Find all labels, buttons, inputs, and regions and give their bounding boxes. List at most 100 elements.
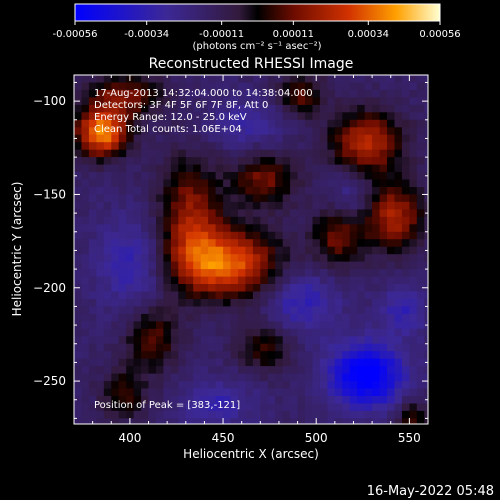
heatmap-cell <box>208 396 217 405</box>
heatmap-cell <box>432 351 440 359</box>
heatmap-cell <box>349 284 358 293</box>
heatmap-cell <box>416 157 425 166</box>
heatmap-cell <box>409 246 418 255</box>
heatmap-cell <box>372 127 381 136</box>
heatmap-cell <box>96 179 105 188</box>
heatmap-cell <box>178 231 187 240</box>
heatmap-cell <box>141 104 150 113</box>
heatmap-cell <box>372 164 381 173</box>
heatmap-cell <box>342 149 351 158</box>
heatmap-cell <box>178 239 187 248</box>
heatmap-cell <box>394 343 403 352</box>
heatmap-cell <box>334 231 343 240</box>
heatmap-cell <box>267 388 276 397</box>
heatmap-cell <box>238 284 247 293</box>
heatmap-cell <box>215 246 224 255</box>
heatmap-cell <box>74 246 83 255</box>
heatmap-cell <box>372 224 381 233</box>
heatmap-cell <box>81 313 90 322</box>
heatmap-cell <box>230 201 239 210</box>
heatmap-cell <box>96 209 105 218</box>
heatmap-cell <box>141 82 150 91</box>
heatmap-cell <box>372 336 381 345</box>
heatmap-cell <box>357 276 366 285</box>
heatmap-cell <box>275 97 284 106</box>
heatmap-cell <box>245 104 254 113</box>
heatmap-cell <box>401 97 410 106</box>
heatmap-cell <box>327 179 336 188</box>
heatmap-cell <box>260 149 269 158</box>
heatmap-cell <box>163 254 172 263</box>
heatmap-cell <box>118 75 127 84</box>
heatmap-cell <box>290 351 299 360</box>
heatmap-cell <box>401 276 410 285</box>
heatmap-cell <box>342 89 351 98</box>
heatmap-cell <box>141 149 150 158</box>
heatmap-cell <box>133 343 142 352</box>
heatmap-cell <box>409 127 418 136</box>
heatmap-cell <box>118 403 127 412</box>
heatmap-cell <box>379 291 388 300</box>
heatmap-cell <box>297 224 306 233</box>
heatmap-cell <box>357 358 366 367</box>
heatmap-cell <box>275 343 284 352</box>
heatmap-cell <box>267 276 276 285</box>
heatmap-cell <box>126 410 135 419</box>
heatmap-cell <box>208 388 217 397</box>
heatmap-cell <box>163 75 172 84</box>
heatmap-cell <box>111 179 120 188</box>
heatmap-cell <box>282 179 291 188</box>
heatmap-cell <box>133 403 142 412</box>
heatmap-cell <box>252 381 261 390</box>
heatmap-cell <box>230 388 239 397</box>
heatmap-cell <box>424 426 432 434</box>
heatmap-cell <box>148 127 157 136</box>
heatmap-cell <box>141 187 150 196</box>
heatmap-cell <box>424 179 428 188</box>
heatmap-cell <box>156 396 165 405</box>
heatmap-cell <box>185 209 194 218</box>
heatmap-cell <box>267 328 276 337</box>
heatmap-cell <box>126 119 135 128</box>
heatmap-cell <box>170 276 179 285</box>
heatmap-cell <box>334 104 343 113</box>
heatmap-cell <box>103 381 112 390</box>
heatmap-cell <box>305 366 314 375</box>
heatmap-cell <box>215 187 224 196</box>
heatmap-cell <box>193 336 202 345</box>
heatmap-cell <box>260 172 269 181</box>
heatmap-cell <box>111 336 120 345</box>
heatmap-cell <box>74 321 83 330</box>
heatmap-cell <box>401 381 410 390</box>
heatmap-cell <box>364 358 373 367</box>
heatmap-cell <box>223 313 232 322</box>
heatmap-cell <box>350 426 358 434</box>
heatmap-cell <box>88 224 97 233</box>
heatmap-cell <box>118 291 127 300</box>
heatmap-cell <box>319 119 328 128</box>
heatmap-cell <box>178 336 187 345</box>
heatmap-cell <box>178 358 187 367</box>
heatmap-cell <box>342 201 351 210</box>
heatmap-cell <box>170 246 179 255</box>
heatmap-cell <box>215 239 224 248</box>
heatmap-cell <box>312 97 321 106</box>
heatmap-cell <box>260 366 269 375</box>
heatmap-cell <box>432 157 440 165</box>
heatmap-cell <box>230 119 239 128</box>
heatmap-cell <box>424 366 428 375</box>
heatmap-cell <box>118 388 127 397</box>
heatmap-cell <box>387 194 396 203</box>
heatmap-cell <box>215 373 224 382</box>
heatmap-cell <box>245 224 254 233</box>
heatmap-cell <box>133 75 142 84</box>
heatmap-cell <box>141 231 150 240</box>
heatmap-cell <box>432 321 440 329</box>
heatmap-cell <box>432 284 440 292</box>
heatmap-cell <box>111 89 120 98</box>
heatmap-cell <box>387 403 396 412</box>
heatmap-cell <box>74 89 83 98</box>
heatmap-cell <box>238 119 247 128</box>
heatmap-cell <box>200 89 209 98</box>
heatmap-cell <box>416 313 425 322</box>
